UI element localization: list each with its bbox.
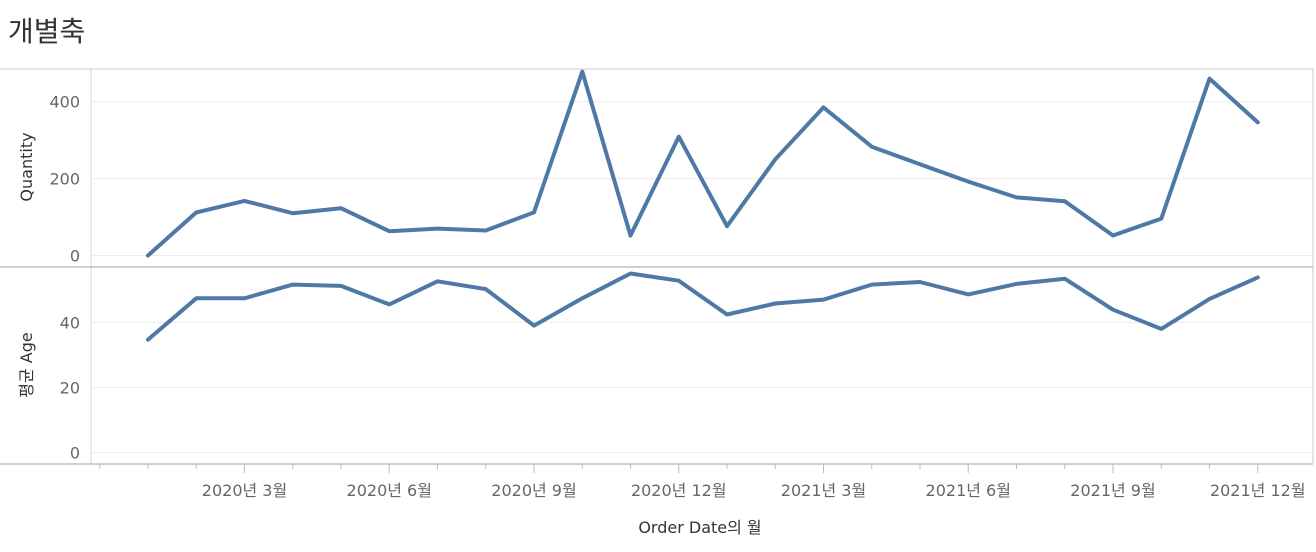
x-tick-label: 2021년 9월	[1070, 481, 1155, 500]
x-tick-label: 2020년 9월	[491, 481, 576, 500]
x-tick-label: 2021년 3월	[781, 481, 866, 500]
y-tick-label: 200	[49, 170, 80, 189]
x-tick-label: 2021년 6월	[926, 481, 1011, 500]
x-tick-label: 2020년 6월	[347, 481, 432, 500]
y-axis-label: 평균 Age	[17, 332, 36, 397]
chart-title: 개별축	[8, 15, 86, 48]
y-tick-label: 20	[60, 378, 80, 397]
x-axis-label: Order Date의 월	[638, 518, 761, 537]
series-line-2	[146, 271, 1260, 342]
y-axis-label: Quantity	[17, 132, 36, 201]
y-tick-label: 400	[49, 93, 80, 112]
series-line-1	[146, 69, 1260, 258]
x-tick-label: 2020년 12월	[631, 481, 727, 500]
x-tick-label: 2021년 12월	[1210, 481, 1306, 500]
y-tick-label: 0	[70, 246, 80, 265]
x-tick-label: 2020년 3월	[202, 481, 287, 500]
y-tick-label: 40	[60, 313, 80, 332]
y-tick-label: 0	[70, 444, 80, 463]
